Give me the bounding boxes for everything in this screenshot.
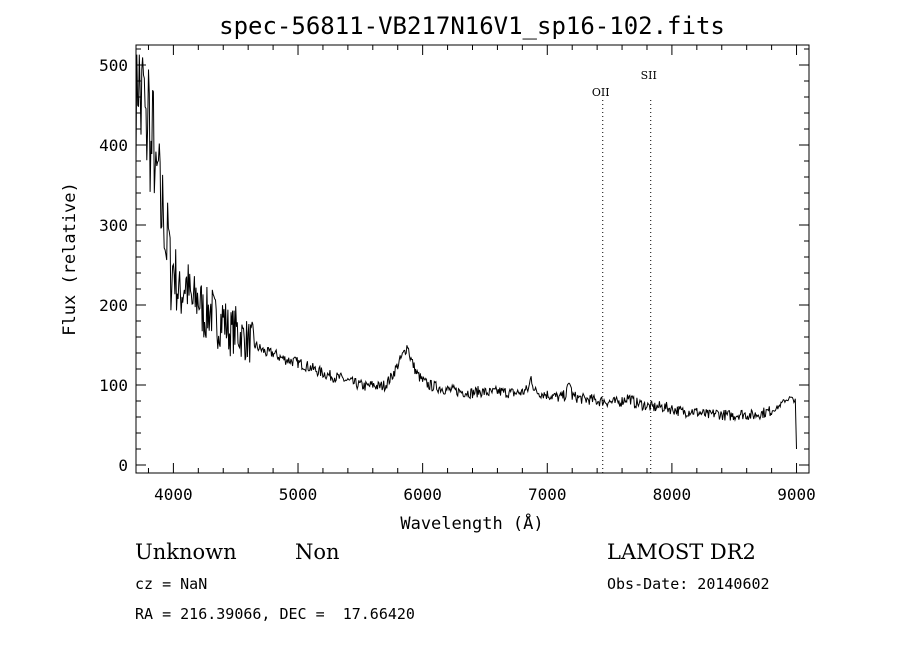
redshift-cz: cz = NaN <box>135 575 208 593</box>
x-tick-label-5000: 5000 <box>279 485 318 504</box>
x-tick-label-7000: 7000 <box>528 485 567 504</box>
y-tick-label-200: 200 <box>99 296 128 315</box>
plot-frame <box>135 44 810 474</box>
y-tick-label-400: 400 <box>99 136 128 155</box>
y-tick-label-0: 0 <box>118 456 128 475</box>
subclass: Non <box>295 540 340 564</box>
marker-label-sii: SII <box>641 69 657 82</box>
x-tick-label-4000: 4000 <box>154 485 193 504</box>
x-tick-label-8000: 8000 <box>653 485 692 504</box>
y-tick-label-500: 500 <box>99 56 128 75</box>
y-tick-label-300: 300 <box>99 216 128 235</box>
coordinates: RA = 216.39066, DEC = 17.66420 <box>135 605 415 623</box>
survey-name: LAMOST DR2 <box>607 540 756 564</box>
axis-ticks: 4000 5000 6000 7000 8000 9000 0 100 200 300 400 500 <box>99 45 816 504</box>
y-tick-label-100: 100 <box>99 376 128 395</box>
y-axis-label: Flux (relative) <box>60 182 80 336</box>
x-axis-label: Wavelength (Å) <box>400 512 543 534</box>
x-tick-label-9000: 9000 <box>777 485 816 504</box>
marker-label-oii: OII <box>592 86 610 99</box>
x-tick-label-6000: 6000 <box>403 485 442 504</box>
line-markers: OII SII <box>592 69 657 473</box>
object-type: Unknown <box>135 540 237 564</box>
chart-title: spec-56811-VB217N16V1_sp16-102.fits <box>219 12 725 40</box>
spectrum-line <box>135 54 797 450</box>
observation-date: Obs-Date: 20140602 <box>607 575 770 593</box>
